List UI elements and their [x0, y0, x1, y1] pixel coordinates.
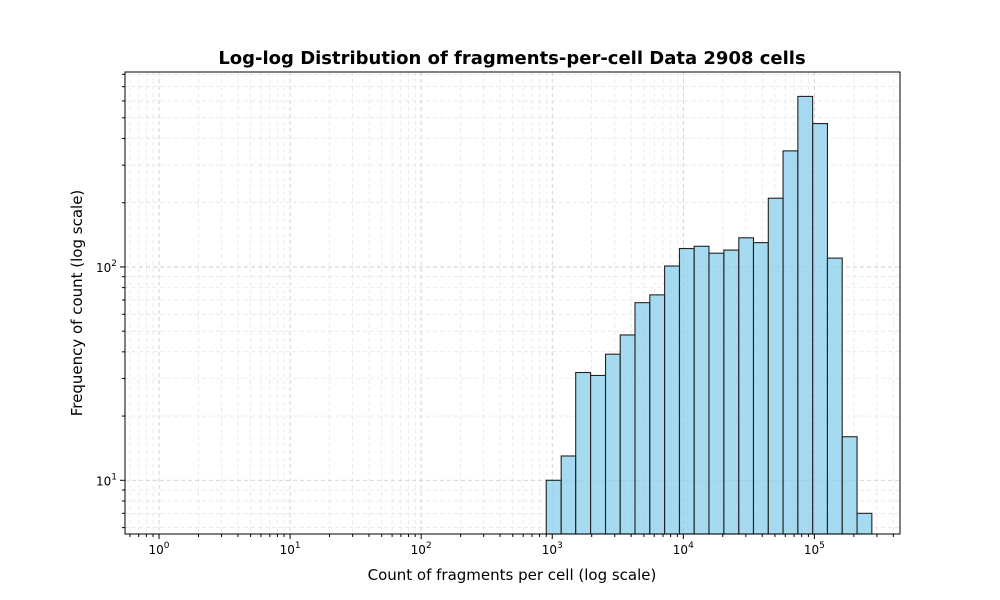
histogram-bar	[856, 512, 873, 535]
x-tick-label: 105	[804, 541, 825, 557]
y-axis-label: Frequency of count (log scale)	[68, 190, 86, 417]
x-tick-label: 100	[149, 541, 170, 557]
histogram-bar	[649, 294, 666, 535]
y-tick-label: 101	[96, 472, 117, 488]
histogram-bar	[782, 150, 799, 535]
x-tick-base: 10	[411, 543, 426, 557]
histogram-bar	[545, 479, 562, 535]
histogram-bar	[634, 302, 651, 535]
histogram-bar	[752, 242, 769, 535]
y-tick-exponent: 1	[111, 472, 117, 482]
histogram-bar	[841, 436, 858, 535]
x-tick-exponent: 1	[295, 541, 301, 551]
histogram-bar	[797, 95, 814, 535]
x-tick-base: 10	[804, 543, 819, 557]
x-tick-label: 102	[411, 541, 432, 557]
histogram-bar	[589, 374, 607, 535]
histogram-bar	[619, 334, 636, 535]
x-tick-exponent: 4	[688, 541, 694, 551]
x-tick-base: 10	[149, 543, 164, 557]
y-tick-base: 10	[96, 474, 111, 488]
histogram-bar	[708, 252, 725, 535]
histogram-bar	[604, 353, 621, 535]
x-tick-exponent: 3	[557, 541, 563, 551]
x-tick-exponent: 2	[426, 541, 432, 551]
x-tick-exponent: 0	[164, 541, 170, 551]
y-tick-label: 102	[96, 259, 117, 275]
y-tick-base: 10	[96, 261, 111, 275]
histogram-bar	[575, 371, 592, 535]
histogram-bar	[678, 247, 695, 535]
histogram-bar	[664, 265, 681, 535]
chart-title: Log-log Distribution of fragments-per-ce…	[218, 48, 805, 69]
x-tick-base: 10	[542, 543, 557, 557]
histogram-bar	[767, 197, 784, 535]
x-tick-base: 10	[673, 543, 688, 557]
y-tick-exponent: 2	[111, 259, 117, 269]
bars	[545, 95, 873, 535]
histogram-bar	[738, 237, 755, 535]
x-tick-label: 103	[542, 541, 563, 557]
histogram-bar	[693, 245, 710, 535]
x-tick-exponent: 5	[819, 541, 825, 551]
histogram-bar	[723, 249, 740, 535]
x-tick-base: 10	[280, 543, 295, 557]
x-tick-label: 101	[280, 541, 301, 557]
x-axis-label: Count of fragments per cell (log scale)	[368, 566, 657, 584]
histogram-bar	[826, 257, 843, 535]
histogram-bar	[560, 455, 577, 535]
x-tick-label: 104	[673, 541, 694, 557]
histogram-bar	[812, 123, 828, 535]
